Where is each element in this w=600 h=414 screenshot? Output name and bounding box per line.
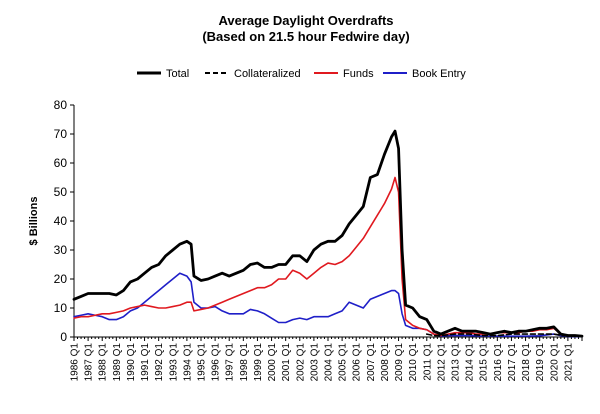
legend-label-book-entry: Book Entry: [412, 68, 466, 80]
y-tick-label: 60: [54, 156, 68, 170]
x-tick-label: 1994 Q1: [182, 343, 193, 382]
x-tick-label: 2007 Q1: [366, 343, 377, 382]
x-tick-label: 1986 Q1: [70, 343, 81, 382]
y-tick-label: 50: [54, 185, 68, 199]
series-line-funds: [73, 176, 583, 337]
series-layer: [72, 129, 584, 338]
series-line-total: [72, 129, 584, 338]
x-tick-label: 2010 Q1: [408, 343, 419, 382]
chart-legend: Total Collateralized Funds Book Entry: [137, 68, 466, 80]
x-tick-label: 1993 Q1: [168, 343, 179, 382]
legend-label-funds: Funds: [343, 68, 374, 80]
x-tick-label: 1990 Q1: [126, 343, 137, 382]
x-tick-label: 1995 Q1: [197, 343, 208, 382]
x-tick-label: 2018 Q1: [521, 343, 532, 382]
y-tick-label: 0: [60, 330, 67, 344]
x-tick-label: 2019 Q1: [535, 343, 546, 382]
x-tick-label: 2001 Q1: [281, 343, 292, 382]
x-tick-label: 2020 Q1: [549, 343, 560, 382]
chart-title: Average Daylight Overdrafts: [218, 13, 393, 28]
series-line-book-entry: [73, 272, 583, 338]
y-tick-label: 40: [54, 214, 68, 228]
x-tick-label: 2016 Q1: [493, 343, 504, 382]
x-tick-label: 1992 Q1: [154, 343, 165, 382]
legend-label-total: Total: [166, 68, 189, 80]
x-tick-label: 1988 Q1: [98, 343, 109, 382]
x-tick-label: 2013 Q1: [451, 343, 462, 382]
x-tick-label: 1996 Q1: [211, 343, 222, 382]
y-tick-label: 70: [54, 127, 68, 141]
x-tick-label: 2006 Q1: [352, 343, 363, 382]
series-line-collateralized: [425, 333, 583, 338]
y-tick-label: 20: [54, 272, 68, 286]
x-tick-label: 1989 Q1: [112, 343, 123, 382]
x-tick-label: 2000 Q1: [267, 343, 278, 382]
x-tick-label: 2009 Q1: [394, 343, 405, 382]
x-tick-label: 2014 Q1: [465, 343, 476, 382]
x-tick-label: 1997 Q1: [225, 343, 236, 382]
x-tick-label: 2003 Q1: [309, 343, 320, 382]
y-tick-label: 80: [54, 98, 68, 112]
legend-label-collateralized: Collateralized: [234, 68, 301, 80]
x-tick-label: 2017 Q1: [507, 343, 518, 382]
x-tick-label: 2011 Q1: [422, 343, 433, 381]
y-tick-label: 30: [54, 243, 68, 257]
x-tick-label: 2008 Q1: [380, 343, 391, 382]
x-tick-label: 1998 Q1: [239, 343, 250, 382]
x-tick-label: 2021 Q1: [563, 343, 574, 382]
y-tick-label: 10: [54, 301, 68, 315]
chart-subtitle: (Based on 21.5 hour Fedwire day): [202, 29, 409, 44]
x-tick-label: 2015 Q1: [479, 343, 490, 382]
x-tick-label: 1987 Q1: [84, 343, 95, 382]
x-tick-label: 1991 Q1: [140, 343, 151, 382]
x-tick-label: 1999 Q1: [253, 343, 264, 382]
x-tick-label: 2002 Q1: [295, 343, 306, 382]
y-axis-label: $ Billions: [28, 197, 40, 246]
x-tick-label: 2004 Q1: [324, 343, 335, 382]
x-tick-label: 2005 Q1: [338, 343, 349, 382]
x-tick-label: 2012 Q1: [436, 343, 447, 382]
